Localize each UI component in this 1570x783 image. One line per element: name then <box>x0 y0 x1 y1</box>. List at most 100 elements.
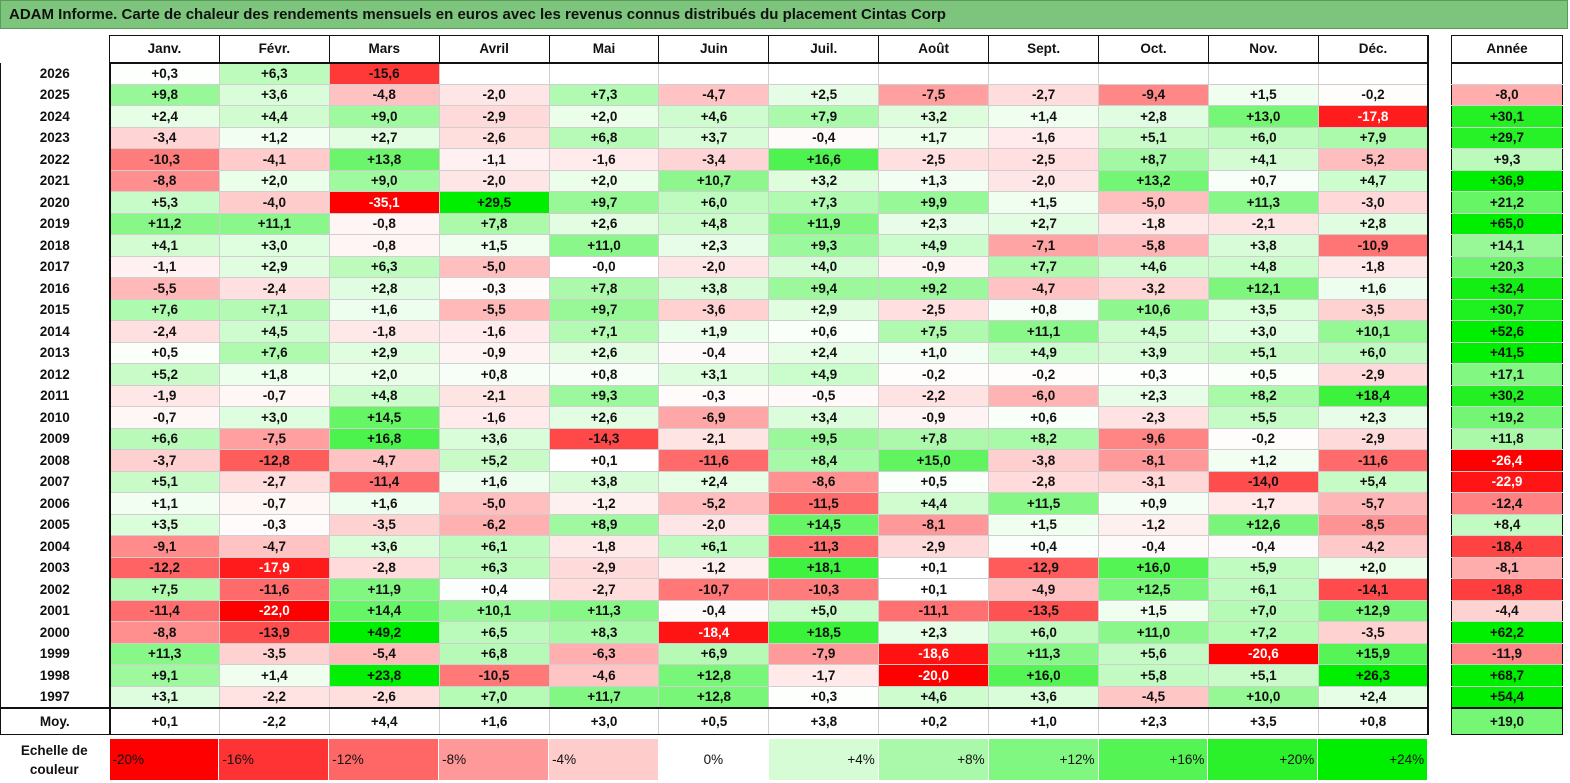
month-header-9: Sept. <box>988 35 1100 64</box>
heatmap-cell: +0,3 <box>768 685 880 708</box>
heatmap-cell: +1,7 <box>878 126 990 149</box>
annual-cell: +68,7 <box>1451 664 1563 687</box>
heatmap-cell: +5,5 <box>1207 406 1319 429</box>
heatmap-cell: -0,3 <box>658 384 770 407</box>
month-header-6: Juin <box>658 35 770 64</box>
heatmap-cell: -0,9 <box>878 406 990 429</box>
heatmap-cell: -10,3 <box>768 578 880 601</box>
month-header-7: Juil. <box>768 35 880 64</box>
heatmap-cell: +7,6 <box>218 341 330 364</box>
heatmap-cell: -1,8 <box>328 320 440 343</box>
year-row: 2010 -0,7 +3,0 +14,5 -1,6 +2,6 -6,9 +3,4 -0,9 +0,… <box>0 406 1430 429</box>
heatmap-cell: +5,1 <box>109 470 220 493</box>
heatmap-cell: +7,3 <box>768 191 880 214</box>
heatmap-cell: +9,8 <box>109 83 220 106</box>
heatmap-cell: -11,4 <box>328 470 440 493</box>
heatmap-cell: -2,9 <box>438 105 550 128</box>
month-header-11: Nov. <box>1207 35 1319 64</box>
annual-cell: -11,9 <box>1451 642 1563 665</box>
color-scale: Echelle de couleur -20% -16% -12% -8% -4% 0% +… <box>0 738 1429 781</box>
heatmap-cell: -0,8 <box>328 234 440 257</box>
heatmap-cell: +0,8 <box>438 363 550 386</box>
heatmap-cell: +1,4 <box>988 105 1100 128</box>
year-label: 2002 <box>0 578 111 600</box>
heatmap-cell: +1,1 <box>109 492 220 515</box>
heatmap-cell: -0,2 <box>878 363 990 386</box>
heatmap-cell: +4,8 <box>328 384 440 407</box>
color-scale-step: -4% <box>548 738 659 781</box>
heatmap-cell: +3,8 <box>1207 234 1319 257</box>
heatmap-cell: -1,1 <box>109 255 220 278</box>
heatmap-cell: +3,9 <box>1098 341 1209 364</box>
annual-row: +54,4 <box>1451 685 1563 708</box>
year-label: 2018 <box>0 234 111 256</box>
heatmap-cell: +2,8 <box>328 277 440 300</box>
heatmap-cell: +1,6 <box>438 706 550 735</box>
annual-row: +19,2 <box>1451 406 1563 429</box>
heatmap-cell: +7,8 <box>438 212 550 235</box>
heatmap-cell: +2,3 <box>878 212 990 235</box>
average-row: Moy. +0,1 -2,2 +4,4 +1,6 +3,0 +0,5 +3,8 +0,2 +1,0… <box>0 706 1430 735</box>
heatmap-cell: +7,1 <box>218 298 330 321</box>
year-row: 2005 +3,5 -0,3 -3,5 -6,2 +8,9 -2,0 +14,5 -8,1 +1,… <box>0 513 1430 536</box>
heatmap-cell: +1,5 <box>988 513 1100 536</box>
annual-row: +29,7 <box>1451 126 1563 149</box>
heatmap-cell: -2,9 <box>1317 427 1430 450</box>
heatmap-cell: -5,0 <box>438 492 550 515</box>
heatmap-cell: +1,3 <box>878 169 990 192</box>
heatmap-cell: -2,1 <box>658 427 770 450</box>
heatmap-cell: +5,1 <box>1207 341 1319 364</box>
heatmap-cell: +4,9 <box>988 341 1100 364</box>
heatmap-cell: +9,4 <box>768 277 880 300</box>
annual-average-row: +19,0 <box>1451 706 1563 735</box>
heatmap-cell: -6,3 <box>548 642 660 665</box>
heatmap-cell: -20,0 <box>878 664 990 687</box>
heatmap-cell: +9,3 <box>768 234 880 257</box>
annual-cell: -18,8 <box>1451 578 1563 601</box>
heatmap-cell: -5,5 <box>109 277 220 300</box>
heatmap-cell: -2,6 <box>328 685 440 708</box>
annual-row: +21,2 <box>1451 191 1563 214</box>
heatmap-cell: -3,8 <box>988 449 1100 472</box>
year-label: 2019 <box>0 213 111 235</box>
heatmap-cell: -3,1 <box>1098 470 1209 493</box>
heatmap-cell: -1,7 <box>768 664 880 687</box>
heatmap-cell: +4,5 <box>1098 320 1209 343</box>
year-label: 1998 <box>0 664 111 686</box>
heatmap-cell: -5,5 <box>438 298 550 321</box>
heatmap-cell: +0,6 <box>768 320 880 343</box>
heatmap-cell: -4,5 <box>1098 685 1209 708</box>
heatmap-cell: -4,7 <box>218 535 330 558</box>
heatmap-cell: +12,1 <box>1207 277 1319 300</box>
annual-row: +9,3 <box>1451 148 1563 171</box>
year-row: 2009 +6,6 -7,5 +16,8 +3,6 -14,3 -2,1 +9,5 +7,8 +8… <box>0 427 1430 450</box>
heatmap-cell: +7,3 <box>548 83 660 106</box>
heatmap-cell: -10,5 <box>438 664 550 687</box>
heatmap-cell: -3,5 <box>1317 298 1430 321</box>
heatmap-cell: -2,0 <box>988 169 1100 192</box>
annual-row: +41,5 <box>1451 341 1563 364</box>
heatmap-cell: +3,0 <box>218 234 330 257</box>
heatmap-cell: +2,5 <box>768 83 880 106</box>
heatmap-cell: +2,9 <box>768 298 880 321</box>
annual-row: -4,4 <box>1451 599 1563 622</box>
heatmap-cell: +14,5 <box>328 406 440 429</box>
year-row: 2006 +1,1 -0,7 +1,6 -5,0 -1,2 -5,2 -11,5 +4,4 +11… <box>0 492 1430 515</box>
heatmap-cell: -3,0 <box>1317 191 1430 214</box>
annual-row: +52,6 <box>1451 320 1563 343</box>
annual-row: +8,4 <box>1451 513 1563 536</box>
heatmap-cell: -1,8 <box>548 535 660 558</box>
annual-cell: -4,4 <box>1451 599 1563 622</box>
heatmap-cell: +2,8 <box>1317 212 1430 235</box>
average-label: Moy. <box>0 706 111 735</box>
heatmap-cell: -7,9 <box>768 642 880 665</box>
heatmap-cell: +49,2 <box>328 621 440 644</box>
heatmap-cell: +18,1 <box>768 556 880 579</box>
heatmap-cell: +0,4 <box>438 578 550 601</box>
annual-row: +68,7 <box>1451 664 1563 687</box>
heatmap-cell: -1,6 <box>438 406 550 429</box>
annual-row: -12,4 <box>1451 492 1563 515</box>
annual-cell: +9,3 <box>1451 148 1563 171</box>
color-scale-step: +12% <box>987 738 1099 781</box>
year-label: 2000 <box>0 621 111 643</box>
